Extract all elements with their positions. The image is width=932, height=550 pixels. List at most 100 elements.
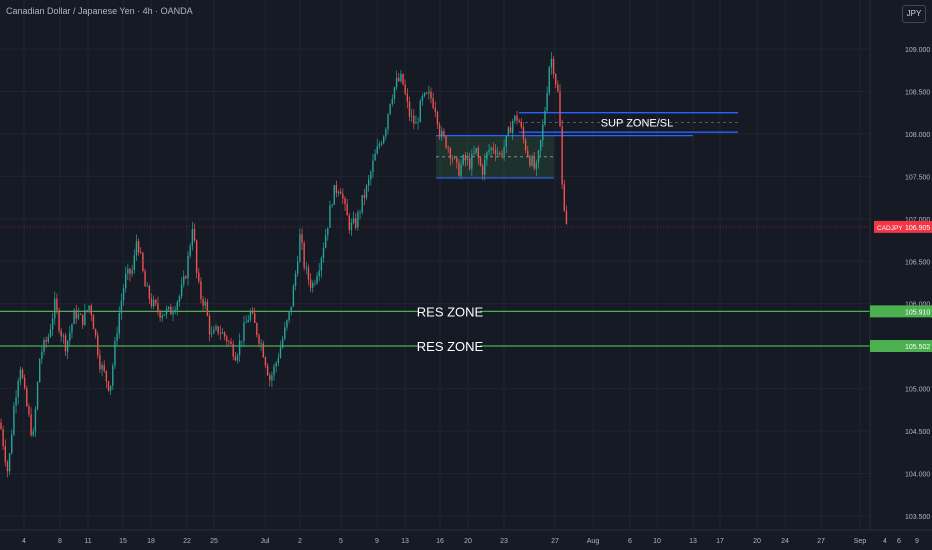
candle-body bbox=[374, 153, 376, 161]
current-price-badge bbox=[874, 220, 932, 233]
candle-body bbox=[522, 127, 525, 140]
candle-body bbox=[202, 299, 204, 306]
candle-body bbox=[492, 147, 495, 150]
price-tick-label: 103.500 bbox=[905, 514, 930, 521]
candle-body bbox=[168, 306, 170, 309]
candle-body bbox=[378, 144, 381, 147]
candle-body bbox=[350, 222, 353, 230]
time-tick-label: 17 bbox=[716, 538, 724, 545]
candle-body bbox=[258, 335, 260, 344]
candle-body bbox=[71, 324, 73, 333]
candle-body bbox=[260, 343, 262, 345]
candle-body bbox=[451, 158, 454, 160]
candle-body bbox=[249, 311, 252, 320]
candle-body bbox=[413, 115, 415, 124]
res-zone-price-value: 105.910 bbox=[905, 309, 930, 316]
grid bbox=[0, 0, 870, 530]
candle-body bbox=[264, 357, 267, 366]
candle-body bbox=[348, 215, 350, 230]
candle-body bbox=[421, 95, 424, 101]
candle-body bbox=[84, 310, 86, 325]
time-tick-label: 24 bbox=[781, 538, 789, 545]
candle-body bbox=[402, 73, 404, 85]
candle-body bbox=[193, 228, 196, 241]
candle-body bbox=[481, 165, 484, 175]
candle-body bbox=[393, 87, 396, 99]
candle-body bbox=[367, 179, 370, 186]
candle-body bbox=[107, 381, 110, 391]
time-tick-label: 25 bbox=[210, 538, 218, 545]
candle-body bbox=[122, 288, 125, 301]
candle-body bbox=[447, 147, 449, 149]
candle-body bbox=[464, 155, 467, 161]
candle-body bbox=[172, 312, 174, 315]
candle-body bbox=[36, 382, 39, 410]
candle-body bbox=[148, 285, 151, 299]
price-tick-label: 108.000 bbox=[905, 132, 930, 139]
candle-body bbox=[150, 298, 153, 307]
candle-body bbox=[221, 332, 224, 334]
chart-title: Canadian Dollar / Japanese Yen · 4h · OA… bbox=[6, 6, 193, 16]
candle-body bbox=[438, 124, 441, 137]
candle-body bbox=[105, 370, 108, 382]
currency-button[interactable]: JPY bbox=[902, 5, 926, 23]
candle-body bbox=[284, 327, 286, 340]
candle-body bbox=[417, 121, 419, 123]
candle-body bbox=[456, 157, 458, 163]
candle-body bbox=[273, 366, 275, 376]
candle-body bbox=[408, 101, 411, 117]
price-tick-label: 104.000 bbox=[905, 472, 930, 479]
candle-body bbox=[299, 234, 301, 262]
candle-body bbox=[206, 301, 209, 316]
time-tick-label: 20 bbox=[464, 538, 472, 545]
candle-body bbox=[101, 365, 103, 370]
candle-body bbox=[527, 150, 529, 157]
candle-body bbox=[174, 309, 176, 313]
time-tick-label: 10 bbox=[653, 538, 661, 545]
candle-body bbox=[189, 245, 191, 256]
candle-body bbox=[363, 195, 366, 198]
candle-body bbox=[144, 270, 146, 287]
candle-body bbox=[370, 172, 372, 180]
candle-body bbox=[537, 150, 540, 164]
candle-body bbox=[490, 147, 492, 151]
candle-body bbox=[559, 91, 561, 127]
candle-body bbox=[352, 218, 355, 223]
candle-body bbox=[0, 422, 2, 430]
candle-body bbox=[17, 381, 19, 398]
candle-body bbox=[51, 318, 54, 330]
candle-body bbox=[281, 339, 284, 348]
candle-body bbox=[15, 397, 17, 406]
candle-body bbox=[294, 273, 297, 287]
candle-body bbox=[359, 212, 361, 213]
candle-body bbox=[245, 322, 247, 324]
candle-body bbox=[8, 453, 11, 472]
candle-body bbox=[322, 247, 325, 259]
candle-body bbox=[86, 310, 88, 311]
candle-body bbox=[146, 285, 148, 287]
candle-body bbox=[163, 314, 166, 316]
candle-body bbox=[565, 210, 568, 224]
candle-body bbox=[333, 185, 335, 205]
candle-body bbox=[2, 429, 4, 447]
price-tick-label: 105.000 bbox=[905, 387, 930, 394]
candle-body bbox=[318, 270, 320, 277]
candle-body bbox=[125, 273, 127, 289]
candle-body bbox=[395, 77, 398, 88]
candle-body bbox=[45, 339, 47, 342]
candle-body bbox=[376, 146, 378, 154]
candle-body bbox=[19, 369, 22, 382]
candle-body bbox=[32, 431, 34, 436]
candle-body bbox=[28, 406, 30, 415]
res-zone-label: RES ZONE bbox=[417, 339, 484, 354]
time-tick-label: 16 bbox=[436, 538, 444, 545]
candle-body bbox=[247, 319, 249, 323]
candle-body bbox=[256, 323, 258, 336]
candle-body bbox=[533, 157, 535, 169]
candle-body bbox=[380, 143, 383, 145]
candle-body bbox=[262, 343, 264, 358]
candle-body bbox=[520, 121, 522, 128]
candle-body bbox=[198, 272, 200, 282]
candle-body bbox=[501, 153, 503, 156]
